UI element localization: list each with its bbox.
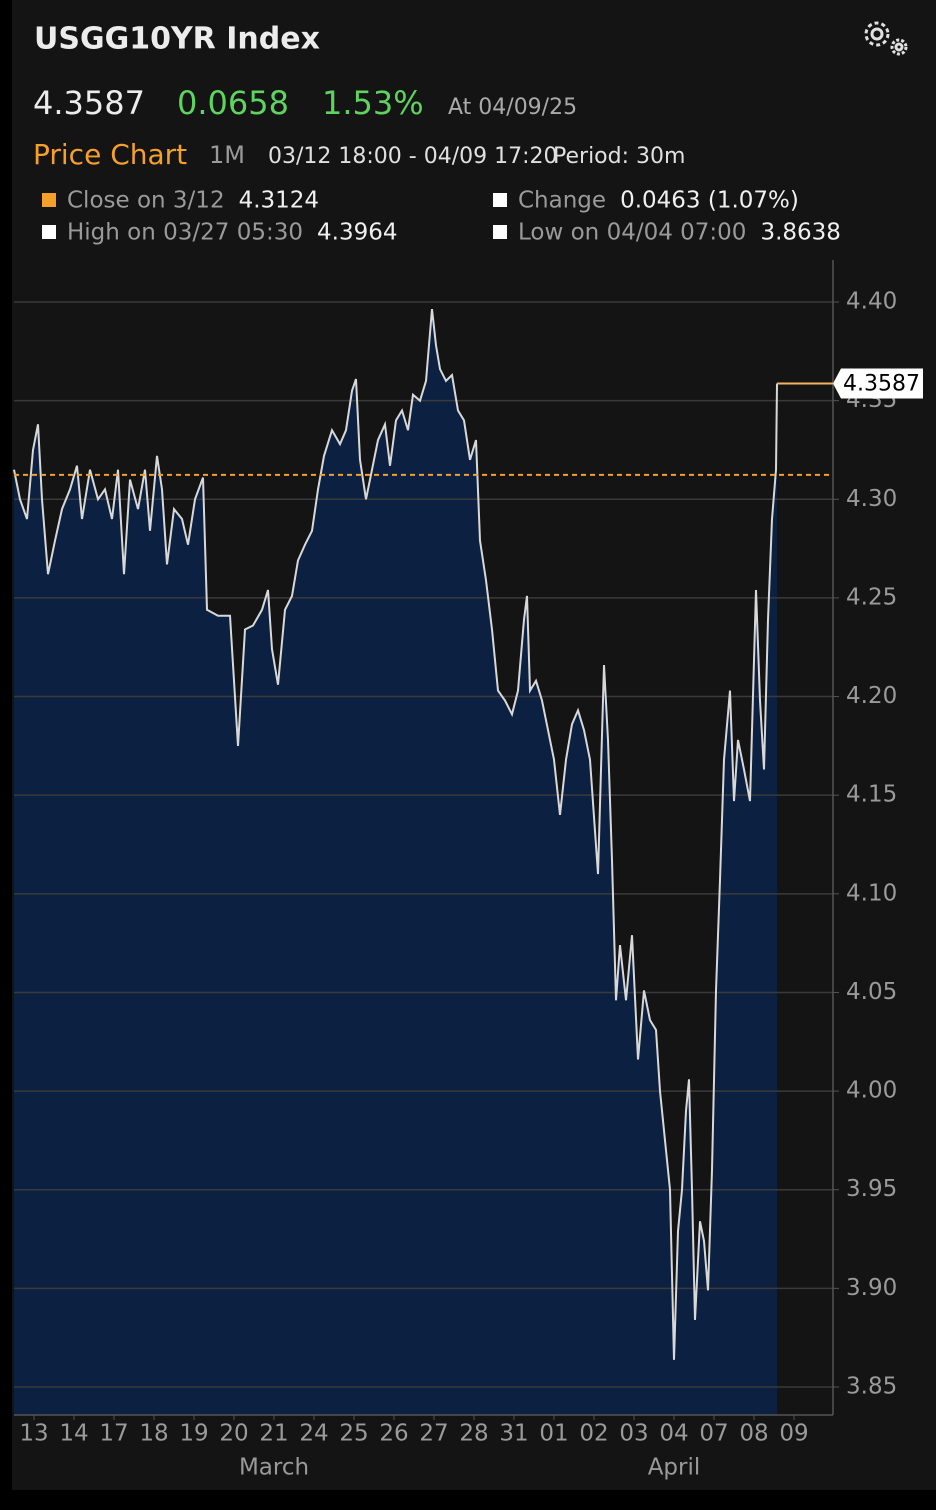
x-tick-label: 17 bbox=[99, 1421, 128, 1447]
range[interactable]: 1M bbox=[209, 141, 245, 169]
x-tick-label: 24 bbox=[299, 1421, 328, 1447]
y-tick-label: 4.15 bbox=[846, 782, 897, 808]
x-tick-label: 02 bbox=[579, 1421, 608, 1447]
x-tick-label: 18 bbox=[139, 1421, 168, 1447]
stat-value: 4.3964 bbox=[317, 220, 397, 246]
x-tick-label: 25 bbox=[339, 1421, 368, 1447]
y-tick-label: 4.25 bbox=[846, 584, 897, 610]
line bbox=[13, 308, 778, 1360]
y-tick-label: 4.10 bbox=[846, 880, 897, 906]
stat-label: Close on 3/12 bbox=[67, 188, 225, 214]
title: USGG10YR Index bbox=[34, 22, 320, 57]
x-tick-label: 14 bbox=[59, 1421, 88, 1447]
last-price-box bbox=[833, 368, 923, 399]
x-tick-label: 31 bbox=[499, 1421, 528, 1447]
x-tick-label: 03 bbox=[619, 1421, 648, 1447]
x-tick-label: 04 bbox=[659, 1421, 688, 1447]
y-tick-label: 3.85 bbox=[846, 1373, 897, 1399]
x-tick-label: 01 bbox=[539, 1421, 568, 1447]
y-tick-label: 3.90 bbox=[846, 1275, 897, 1301]
stat-swatch bbox=[493, 193, 507, 207]
as-of: At 04/09/25 bbox=[448, 95, 577, 120]
stat-label: Low on 04/04 07:00 bbox=[518, 220, 746, 246]
y-tick-label: 3.95 bbox=[846, 1176, 897, 1202]
stat-value: 0.0463 (1.07%) bbox=[620, 188, 799, 214]
net-change: 0.0658 bbox=[177, 84, 289, 122]
period: Period: 30m bbox=[553, 144, 685, 169]
area bbox=[14, 309, 777, 1416]
x-tick-label: 13 bbox=[19, 1421, 48, 1447]
y-tick-label: 4.30 bbox=[846, 486, 897, 512]
x-tick-label: 20 bbox=[219, 1421, 248, 1447]
stat-label: Change bbox=[518, 188, 606, 214]
stat-swatch bbox=[42, 225, 56, 239]
pct-change: 1.53% bbox=[322, 84, 424, 122]
x-tick-label: 08 bbox=[739, 1421, 768, 1447]
last-price: 4.3587 bbox=[33, 84, 145, 122]
x-group-label: March bbox=[239, 1455, 309, 1481]
tab-label[interactable]: Price Chart bbox=[33, 138, 187, 171]
x-tick-label: 28 bbox=[459, 1421, 488, 1447]
stat-swatch bbox=[493, 225, 507, 239]
stat-value: 3.8638 bbox=[760, 220, 840, 246]
settings-icon[interactable] bbox=[864, 21, 908, 56]
y-tick-label: 4.20 bbox=[846, 683, 897, 709]
stat-label: High on 03/27 05:30 bbox=[67, 220, 303, 246]
x-tick-label: 26 bbox=[379, 1421, 408, 1447]
window: 03/12 18:00 - 04/09 17:20 bbox=[268, 144, 558, 169]
x-group-label: April bbox=[648, 1455, 701, 1481]
last-price-label: 4.3587 bbox=[843, 371, 920, 396]
x-tick-label: 27 bbox=[419, 1421, 448, 1447]
y-tick-label: 4.40 bbox=[846, 289, 897, 315]
x-tick-label: 19 bbox=[179, 1421, 208, 1447]
stat-swatch bbox=[42, 193, 56, 207]
x-tick-label: 07 bbox=[699, 1421, 728, 1447]
x-tick-label: 21 bbox=[259, 1421, 288, 1447]
y-tick-label: 4.00 bbox=[846, 1078, 897, 1104]
stat-value: 4.3124 bbox=[239, 188, 319, 214]
x-tick-label: 09 bbox=[779, 1421, 808, 1447]
y-tick-label: 4.05 bbox=[846, 979, 897, 1005]
